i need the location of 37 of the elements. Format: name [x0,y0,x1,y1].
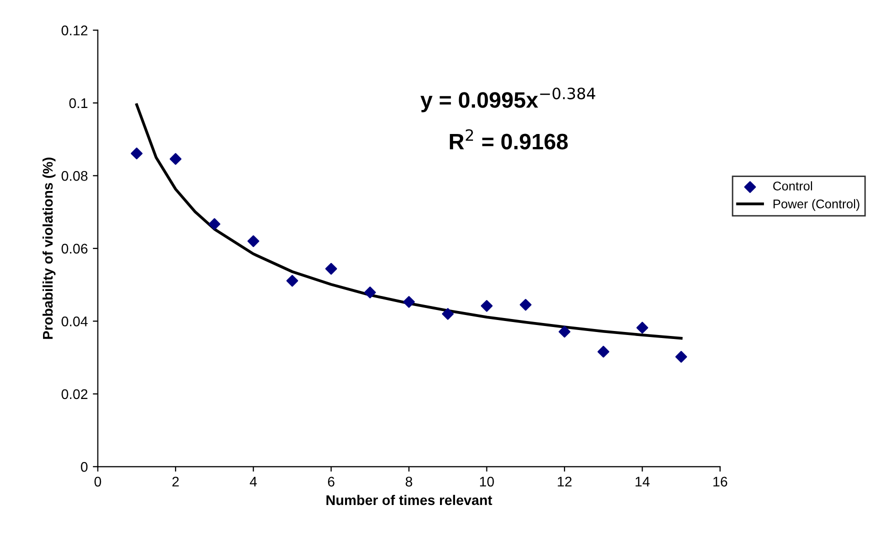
y-tick-label: 0.1 [69,98,88,108]
point [286,274,298,287]
x-tick-label: 4 [250,476,257,486]
point [364,286,376,298]
x-tick-label: 12 [558,476,572,486]
x-tick-label: 6 [328,476,334,487]
x-tick-label: 0 [94,476,102,487]
point [558,326,570,338]
point [170,153,182,165]
point [325,262,338,275]
y-tick-label: 0.12 [62,26,88,36]
x-tick-label: 8 [406,476,412,487]
point [403,296,415,308]
x-tick-label: 14 [636,476,650,486]
point [247,235,260,248]
point [636,322,648,334]
annotation: y = 0.0995x$^{−0.384}$ [420,88,596,112]
point [480,300,493,312]
y-axis-title: Probability of violations (%) [42,158,56,339]
x-axis-title: Number of times relevant [326,494,492,506]
x-tick-label: 2 [172,476,179,486]
point [130,148,143,160]
legend-label: Control [773,181,812,190]
point [520,298,532,311]
x-tick-label: 16 [713,476,728,487]
annotation: R$^{2}$ = 0.9168 [450,129,568,150]
y-tick-label: 0.04 [62,316,88,326]
point [598,346,610,358]
y-tick-label: 0.06 [62,244,88,254]
point [442,308,454,320]
x-tick-label: 10 [480,476,494,487]
y-tick-label: 0.08 [62,171,88,181]
y-tick-label: 0 [80,462,88,472]
point [208,218,220,230]
point [675,350,688,363]
y-tick-label: 0.02 [62,389,88,400]
legend-label: Power (Control) [774,199,860,211]
